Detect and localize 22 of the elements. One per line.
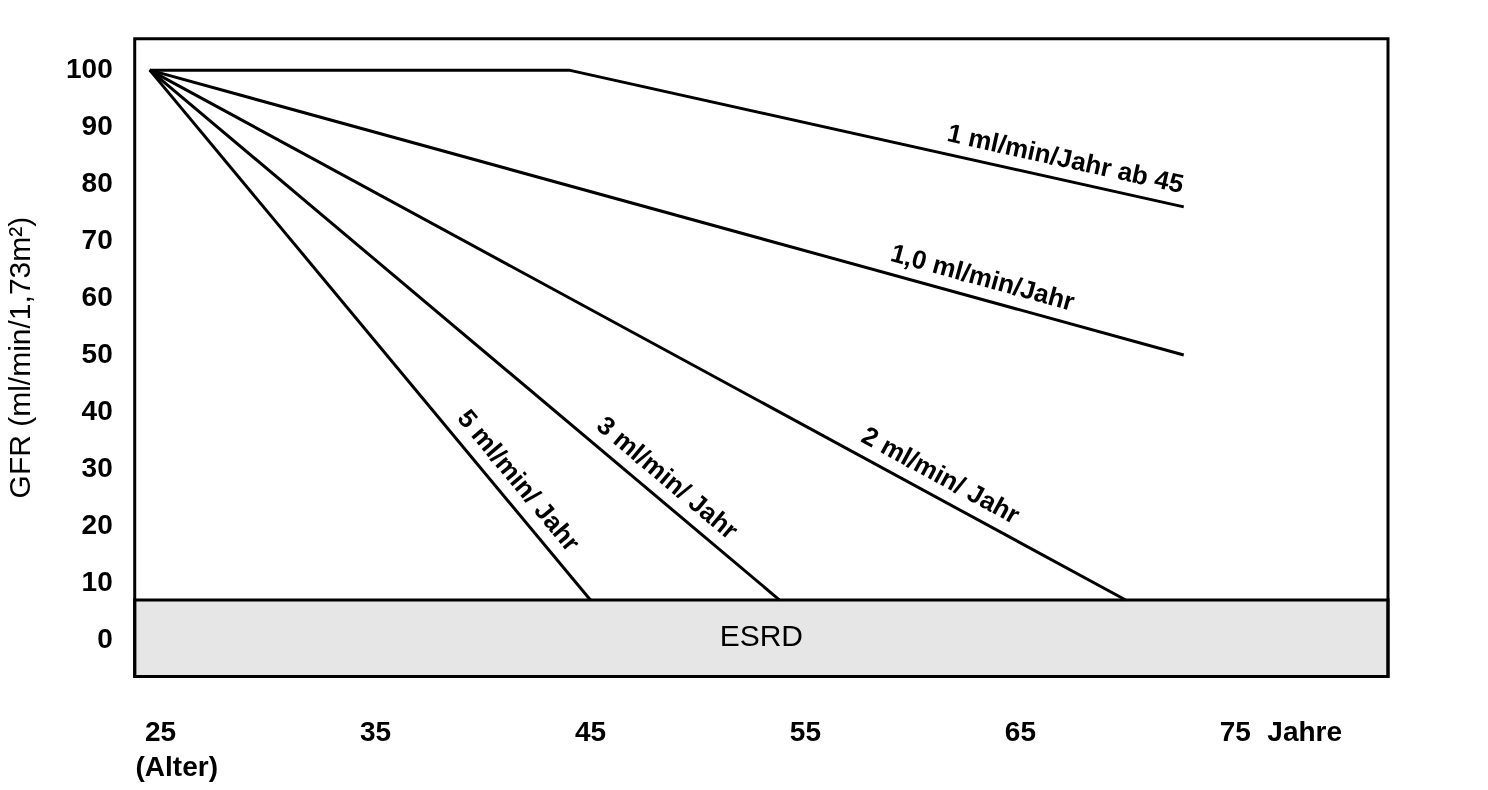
text: (Alter) [135, 750, 218, 782]
y-tick-label: 100 [66, 52, 113, 84]
x-tick-label: 25 [144, 715, 177, 747]
y-tick-label: 30 [81, 451, 113, 483]
x-tick-label: 55 [789, 715, 822, 747]
y-tick-label: 50 [81, 337, 113, 369]
band-label: ESRD [719, 619, 804, 653]
y-tick-label: 60 [81, 280, 113, 312]
y-axis-title: GFR (ml/min/1,73m²) [3, 216, 37, 499]
x-tick-label: 45 [574, 715, 607, 747]
x-tick-label: 35 [359, 715, 392, 747]
y-tick-label: 10 [81, 565, 113, 597]
x-tick-label: 65 [1004, 715, 1036, 747]
x-tick-label: 75 [1219, 715, 1251, 747]
y-tick-label: 20 [81, 508, 113, 540]
y-tick-label: 80 [81, 166, 113, 198]
y-tick-label: 40 [81, 394, 113, 426]
text: 1 ml/min/Jahr ab 45 [944, 117, 1187, 200]
x-axis-title: Jahre [1267, 715, 1343, 747]
y-tick-label: 0 [97, 622, 113, 654]
y-tick-label: 90 [81, 109, 113, 141]
y-tick-label: 70 [81, 223, 113, 255]
